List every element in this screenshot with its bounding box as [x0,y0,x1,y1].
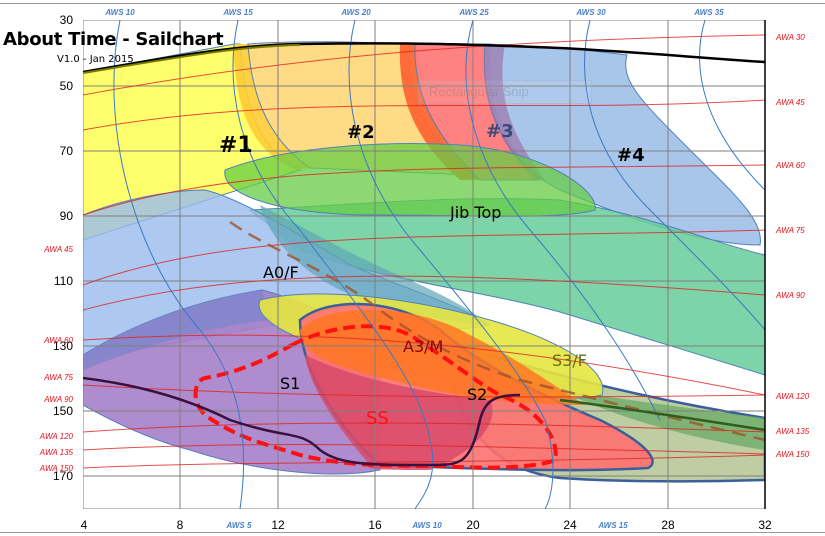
svg-text:AWS 5: AWS 5 [226,521,252,530]
svg-text:AWA 150: AWA 150 [39,464,74,473]
svg-text:AWA 45: AWA 45 [43,245,73,254]
svg-text:AWS 25: AWS 25 [458,8,489,17]
svg-text:AWS 15: AWS 15 [597,521,628,530]
svg-text:12: 12 [271,518,285,532]
svg-text:AWA 30: AWA 30 [775,33,805,42]
awa-labels-right: AWA 30 AWA 45 AWA 60 AWA 75 AWA 90 AWA 1… [775,33,810,459]
upper-limit-line [83,42,765,74]
svg-text:AWA 60: AWA 60 [43,336,73,345]
label-s2: S2 [467,385,487,404]
region-a0f-overlap [260,205,488,325]
svg-text:32: 32 [758,518,772,532]
svg-text:AWA 45: AWA 45 [775,98,805,107]
sail-labels-2: Jib Top A0/F A3/M S3/F S1 S2 SS [263,203,587,429]
label-s3f: S3/F [552,351,587,370]
svg-text:50: 50 [60,79,74,93]
label-s1: S1 [280,374,300,393]
chart-title: About Time - Sailchart [3,29,224,50]
svg-text:AWA 135: AWA 135 [39,448,74,457]
svg-text:110: 110 [54,274,73,288]
upper-limit-olive [83,44,301,74]
svg-text:90: 90 [60,209,74,223]
awa-labels-left: AWA 45 AWA 60 AWA 75 AWA 90 AWA 120 AWA … [39,245,74,473]
svg-text:AWS 30: AWS 30 [575,8,606,17]
svg-text:130: 130 [53,339,73,353]
svg-text:70: 70 [60,144,74,158]
label-sail-4: #4 [617,145,645,166]
svg-text:AWS 35: AWS 35 [693,8,724,17]
svg-text:AWA 75: AWA 75 [43,373,73,382]
svg-text:AWA 90: AWA 90 [775,291,805,300]
label-jib-top: Jib Top [449,203,501,222]
region-3-4-overlap [484,44,545,180]
svg-text:AWA 120: AWA 120 [39,432,74,441]
aws-labels-bottom: AWS 5 AWS 10 AWS 15 [226,521,629,530]
bottom-border [0,532,825,533]
aws-labels-top: AWS 10 AWS 15 AWS 20 AWS 25 AWS 30 AWS 3… [104,8,724,17]
snip-overlay-artifact: Rectangular Snip [418,80,592,104]
svg-text:AWS 10: AWS 10 [411,521,442,530]
svg-text:20: 20 [466,518,480,532]
svg-text:AWA 150: AWA 150 [775,450,810,459]
top-border [0,3,825,4]
y-axis-ticks: 30 50 70 90 110 130 150 170 [53,13,73,483]
svg-text:30: 30 [60,13,74,27]
svg-text:AWS 10: AWS 10 [104,8,135,17]
region-s3f-green [560,390,765,450]
sail-labels: #1 #2 #3 #4 [219,121,645,166]
chart-subtitle: V1.0 - Jan 2015 [57,54,134,65]
svg-text:8: 8 [177,518,184,532]
grid-lines [83,20,765,509]
svg-text:AWA 135: AWA 135 [775,427,810,436]
region-a3m [300,309,585,405]
svg-text:24: 24 [563,518,577,532]
label-sail-1: #1 [219,133,253,158]
svg-text:150: 150 [53,404,73,418]
label-ss: SS [366,408,389,429]
region-s1-s2-overlap [305,355,493,470]
svg-text:16: 16 [368,518,382,532]
label-sail-2: #2 [347,122,375,143]
label-sail-3: #3 [486,121,514,142]
awa-isolines [83,34,765,469]
svg-text:170: 170 [53,469,73,483]
svg-text:AWA 75: AWA 75 [775,226,805,235]
svg-text:AWA 120: AWA 120 [775,392,810,401]
region-s1-dark [83,290,270,370]
svg-text:AWA 60: AWA 60 [775,161,805,170]
svg-text:AWS 15: AWS 15 [222,8,253,17]
svg-text:4: 4 [81,518,88,532]
svg-text:28: 28 [661,518,675,532]
s3f-crossover-line [559,398,765,432]
svg-text:AWA 90: AWA 90 [43,395,73,404]
label-a0f: A0/F [263,263,299,282]
s1-crossover-line [83,376,521,467]
x-axis-ticks: 4 8 12 16 20 24 28 32 [81,518,772,532]
region-jib-top [224,143,596,217]
label-a3m: A3/M [403,337,443,356]
svg-text:AWS 20: AWS 20 [340,8,371,17]
